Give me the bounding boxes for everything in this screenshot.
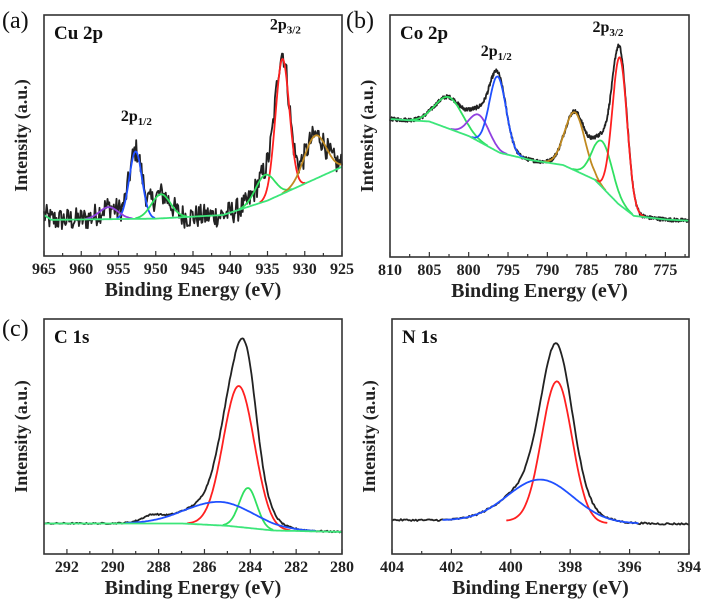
x-tick-label: 930 (293, 261, 317, 278)
x-tick-label: 282 (284, 559, 308, 576)
peak-annotation: 2p3/2 (592, 19, 623, 39)
envelope-curve (43, 337, 343, 534)
panel-1: (a) Cu 2p Intensity (a.u.) Binding Energy (… (2, 8, 354, 301)
component-peak-2 (442, 478, 639, 525)
component-peak-5 (572, 139, 634, 215)
annotation-subscript: 1/2 (138, 116, 153, 128)
annotation-subscript: 3/2 (287, 24, 302, 36)
x-axis-label: Binding Energy (eV) (105, 279, 282, 301)
x-tick-label: 394 (677, 559, 701, 576)
component-peak-4 (543, 111, 607, 191)
y-axis-label: Intensity (a.u.) (357, 80, 378, 193)
panel-title: N 1s (402, 327, 437, 348)
x-tick-label: 800 (457, 262, 481, 279)
panel-3: (c) C 1s Intensity (a.u.) Binding Energy (e… (2, 316, 354, 599)
plot-frame (43, 318, 343, 555)
x-tick-label: 286 (192, 559, 216, 576)
component-peak-1 (259, 58, 306, 204)
x-tick-label: 402 (439, 559, 463, 576)
y-axis-label: Intensity (a.u.) (359, 380, 380, 493)
x-tick-label: 805 (417, 262, 441, 279)
annotation-main: 2p (270, 16, 287, 33)
x-tick-label: 284 (238, 559, 262, 576)
x-tick-label: 398 (558, 559, 582, 576)
component-peak-5 (238, 173, 293, 210)
x-axis-label: Binding Energy (eV) (105, 577, 282, 599)
panel-title: C 1s (54, 327, 89, 348)
x-tick-label: 785 (575, 262, 599, 279)
x-tick-label: 950 (144, 261, 168, 278)
plot-frame (43, 14, 343, 257)
component-peak-3 (125, 501, 316, 532)
component-peak-1 (187, 385, 291, 532)
x-tick-label: 965 (32, 261, 56, 278)
x-tick-label: 400 (499, 559, 523, 576)
envelope-curve (43, 52, 343, 230)
x-tick-label: 945 (181, 261, 205, 278)
component-peak-3 (85, 206, 133, 220)
x-tick-label: 940 (218, 261, 242, 278)
x-tick-label: 775 (653, 262, 677, 279)
component-peak-6 (594, 56, 645, 218)
x-tick-label: 404 (380, 559, 404, 576)
panel-label: (b) (346, 8, 374, 34)
x-axis-label: Binding Energy (eV) (451, 280, 628, 302)
annotation-main: 2p (592, 19, 609, 36)
x-tick-label: 810 (378, 262, 402, 279)
x-tick-label: 960 (69, 261, 93, 278)
envelope-curve (391, 342, 690, 526)
background-curve (389, 118, 690, 222)
x-axis-label: Binding Energy (eV) (452, 577, 629, 599)
component-peak-2 (222, 487, 274, 531)
annotation-subscript: 1/2 (498, 51, 513, 63)
annotation-main: 2p (481, 43, 498, 60)
component-peak-1 (410, 96, 489, 147)
annotation-subscript: 3/2 (609, 27, 624, 39)
x-tick-label: 290 (101, 559, 125, 576)
component-peak-3 (470, 75, 525, 159)
x-tick-label: 288 (147, 559, 171, 576)
x-tick-label: 925 (330, 261, 354, 278)
plot-frame (391, 318, 690, 555)
annotation-main: 2p (121, 108, 138, 125)
x-tick-label: 795 (496, 262, 520, 279)
x-tick-label: 790 (535, 262, 559, 279)
background-curve (44, 522, 342, 533)
panel-title: Co 2p (400, 23, 448, 44)
y-axis-label: Intensity (a.u.) (11, 380, 32, 493)
x-tick-label: 280 (330, 559, 354, 576)
x-tick-label: 780 (614, 262, 638, 279)
component-peak-2 (116, 150, 156, 220)
x-tick-label: 935 (256, 261, 280, 278)
peak-annotation: 2p1/2 (121, 108, 152, 128)
panel-2: (b) Co 2p Intensity (a.u.) Binding Energy (… (346, 8, 690, 302)
background-curve (43, 165, 343, 221)
x-tick-label: 955 (107, 261, 131, 278)
component-peak-4 (135, 193, 188, 220)
x-tick-label: 292 (55, 559, 79, 576)
x-tick-label: 396 (618, 559, 642, 576)
y-axis-label: Intensity (a.u.) (11, 79, 32, 192)
peak-annotation: 2p3/2 (270, 16, 301, 36)
panel-label: (a) (2, 8, 29, 34)
component-peak-2 (450, 113, 508, 155)
component-peak-1 (506, 380, 608, 524)
envelope-curve (389, 43, 690, 223)
component-peak-6 (281, 134, 343, 195)
panel-title: Cu 2p (54, 23, 103, 44)
peak-annotation: 2p1/2 (481, 43, 512, 63)
panel-label: (c) (2, 316, 29, 342)
plot-frame (389, 14, 690, 258)
